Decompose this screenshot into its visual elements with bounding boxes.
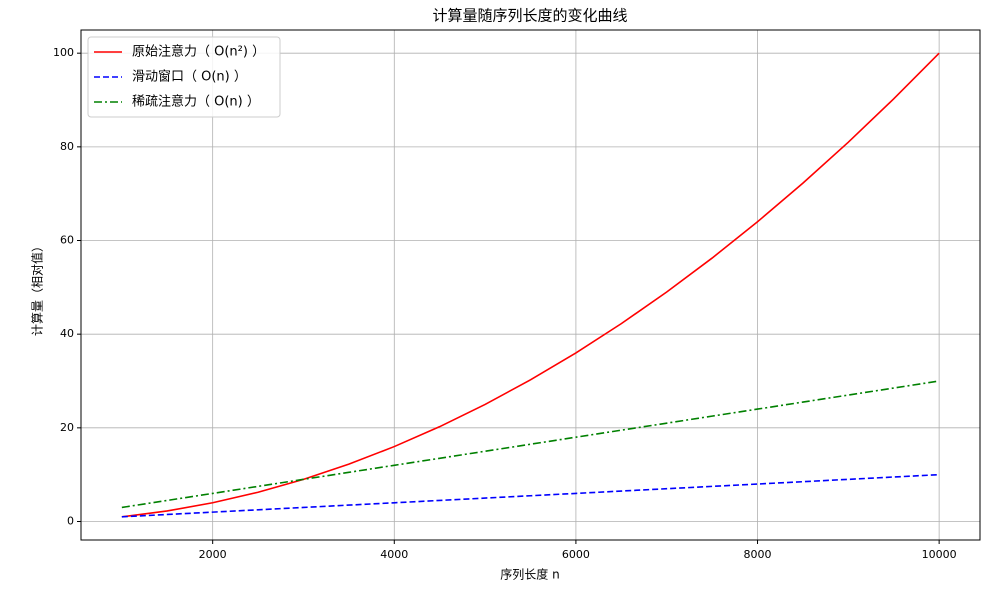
x-tick-label: 2000 bbox=[199, 548, 227, 561]
legend-label: 原始注意力（ O(n²) ） bbox=[132, 44, 265, 60]
legend-label: 滑动窗口（ O(n) ） bbox=[132, 69, 247, 85]
y-tick-label: 40 bbox=[60, 327, 74, 340]
x-tick-label: 6000 bbox=[562, 548, 590, 561]
x-tick-label: 8000 bbox=[744, 548, 772, 561]
series-line bbox=[121, 52, 940, 518]
legend-box bbox=[87, 36, 281, 118]
y-axis-label: 计算量（相对值） bbox=[30, 240, 45, 336]
x-tick-label: 10000 bbox=[922, 548, 957, 561]
series-line bbox=[121, 473, 940, 518]
legend-label: 稀疏注意力（ O(n) ） bbox=[132, 94, 260, 110]
y-tick-label: 20 bbox=[60, 421, 74, 434]
y-tick-label: 80 bbox=[60, 140, 74, 153]
chart-title: 计算量随序列长度的变化曲线 bbox=[432, 7, 627, 25]
y-tick-label: 100 bbox=[53, 46, 74, 59]
x-axis-label: 序列长度 n bbox=[500, 567, 559, 582]
legend: 原始注意力（ O(n²) ） 滑动窗口（ O(n) ） 稀疏注意力（ O(n) ） bbox=[87, 36, 281, 118]
plot-frame bbox=[80, 29, 981, 541]
y-tick-label: 60 bbox=[60, 234, 74, 247]
series-line bbox=[121, 380, 940, 509]
y-tick-label: 0 bbox=[67, 515, 74, 528]
x-tick-label: 4000 bbox=[380, 548, 408, 561]
